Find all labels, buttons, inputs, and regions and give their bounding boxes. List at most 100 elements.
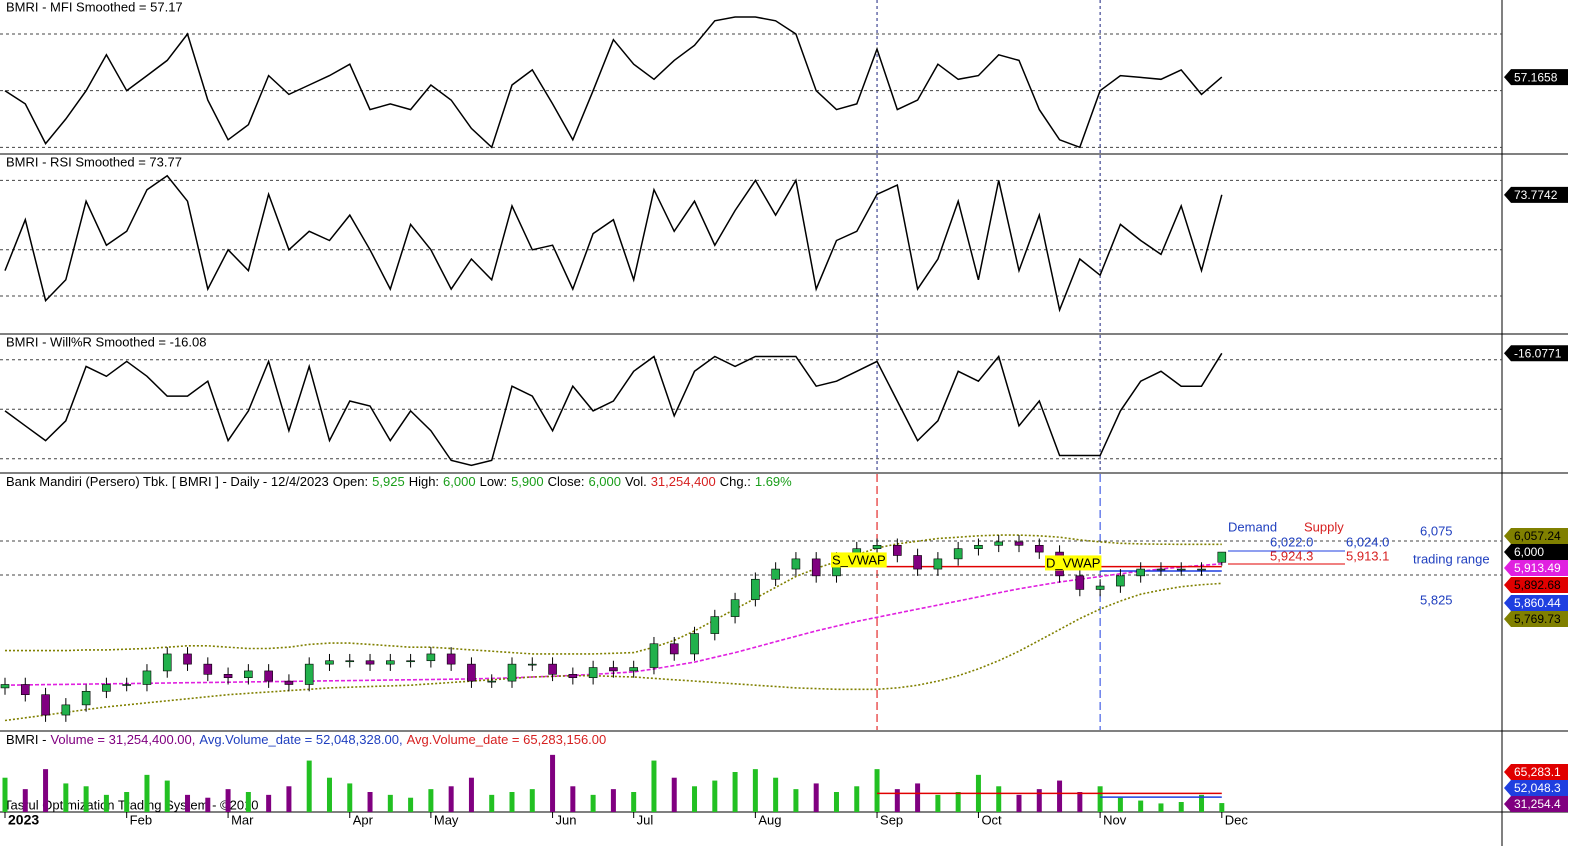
candle-body bbox=[913, 555, 922, 570]
end-label-box bbox=[1504, 345, 1568, 362]
annotation: 6,075 bbox=[1420, 523, 1453, 538]
candle-body bbox=[588, 667, 598, 679]
volume-bar bbox=[894, 789, 900, 812]
end-label: 31,254.4 bbox=[1514, 797, 1561, 811]
volume-bar bbox=[63, 783, 69, 812]
volume-bar bbox=[306, 760, 312, 812]
annotation-text: D_VWAP bbox=[1046, 555, 1100, 570]
end-label-box bbox=[1504, 577, 1568, 593]
candle-body bbox=[365, 660, 375, 665]
annotation-text: 5,924.3 bbox=[1270, 548, 1313, 563]
series-line bbox=[4, 582, 1222, 722]
candle-body bbox=[223, 674, 233, 679]
volume-bar bbox=[935, 794, 941, 812]
end-label-box bbox=[1504, 528, 1568, 544]
header-value: 6,000 bbox=[443, 474, 476, 489]
volume-bar bbox=[813, 783, 819, 812]
candle-body bbox=[811, 558, 821, 577]
volume-bar bbox=[874, 769, 880, 812]
candle-body bbox=[162, 653, 172, 672]
end-label-box bbox=[1504, 764, 1568, 780]
series-line bbox=[4, 16, 1223, 149]
annotation-text: 5,913.1 bbox=[1346, 548, 1389, 563]
annotation-bg bbox=[831, 552, 887, 568]
title-part: BMRI - bbox=[6, 732, 46, 747]
volume-bar bbox=[326, 777, 332, 812]
volume-bar bbox=[651, 760, 657, 812]
volume-bar bbox=[1158, 803, 1164, 812]
x-tick-label: Oct bbox=[981, 812, 1002, 827]
annotation: 6,024.0 bbox=[1346, 534, 1389, 549]
candle-body bbox=[325, 660, 334, 665]
annotation-text: S_VWAP bbox=[832, 552, 886, 567]
volume-bar bbox=[671, 777, 677, 812]
annotation: S_VWAP bbox=[831, 552, 887, 568]
end-label: 5,892.68 bbox=[1514, 578, 1561, 592]
header-label: Low: bbox=[480, 474, 507, 489]
volume-bar bbox=[915, 783, 921, 812]
volume-bar bbox=[103, 794, 109, 812]
candle-body bbox=[1075, 575, 1085, 590]
volume-bar bbox=[164, 780, 170, 812]
candle-body bbox=[1136, 568, 1145, 577]
end-label-box bbox=[1504, 595, 1568, 611]
candle-body bbox=[568, 674, 578, 679]
volume-bar bbox=[712, 780, 718, 812]
candle-body bbox=[203, 663, 213, 675]
end-label-box bbox=[1504, 186, 1568, 203]
panel-title: BMRI - RSI Smoothed = 73.77 bbox=[6, 154, 182, 169]
candle-body bbox=[690, 633, 699, 655]
annotation-text: Supply bbox=[1304, 519, 1344, 534]
candle-body bbox=[1156, 568, 1166, 571]
volume-bar bbox=[144, 774, 150, 812]
candle-body bbox=[345, 660, 355, 663]
annotation: Supply bbox=[1304, 519, 1344, 534]
series-line bbox=[4, 174, 1223, 313]
candle-body bbox=[1176, 568, 1186, 571]
end-label: 65,283.1 bbox=[1514, 765, 1561, 779]
candle-body bbox=[102, 684, 111, 692]
series-line bbox=[5, 534, 1222, 655]
candle-body bbox=[61, 704, 71, 716]
candle-body bbox=[933, 558, 943, 570]
end-label-box bbox=[1504, 780, 1568, 796]
volume-bar bbox=[752, 769, 758, 812]
volume-bar bbox=[631, 792, 637, 812]
x-tick-label: Dec bbox=[1225, 812, 1249, 827]
x-tick-label: Apr bbox=[353, 812, 374, 827]
candle-body bbox=[791, 558, 801, 570]
candle-body bbox=[1034, 544, 1044, 553]
candle-body bbox=[81, 690, 91, 706]
header-value: 6,000 bbox=[588, 474, 621, 489]
candle-body bbox=[974, 544, 983, 549]
volume-bar bbox=[408, 797, 414, 812]
end-label-box bbox=[1504, 560, 1568, 576]
annotation: 5,913.1 bbox=[1346, 548, 1389, 563]
candle-body bbox=[284, 680, 294, 685]
volume-bar bbox=[489, 794, 495, 812]
footer: Tasrul Optimization Trading System - ©20… bbox=[4, 797, 259, 812]
annotation-text: 6,075 bbox=[1420, 523, 1453, 538]
annotation-text: Demand bbox=[1228, 519, 1277, 534]
volume-bar bbox=[22, 789, 28, 812]
volume-bar bbox=[550, 754, 556, 812]
title-part: Avg.Volume_date = 52,048,328.00, bbox=[199, 732, 402, 747]
annotation: D_VWAP bbox=[1045, 555, 1102, 571]
volume-bar bbox=[205, 797, 211, 812]
candle-body bbox=[386, 660, 395, 665]
candle-body bbox=[1197, 568, 1206, 571]
end-label-box bbox=[1504, 611, 1568, 627]
candle-body bbox=[527, 663, 537, 666]
end-label: 73.7742 bbox=[1514, 188, 1558, 202]
candle-body bbox=[548, 663, 557, 675]
candle-body bbox=[426, 653, 436, 662]
header-label: Open: bbox=[333, 474, 368, 489]
candle-body bbox=[20, 684, 30, 695]
volume-bar bbox=[793, 789, 799, 812]
candle-body bbox=[467, 663, 476, 682]
candle-body bbox=[304, 663, 314, 685]
header-value: 31,254,400 bbox=[651, 474, 716, 489]
volume-bar bbox=[692, 786, 698, 812]
